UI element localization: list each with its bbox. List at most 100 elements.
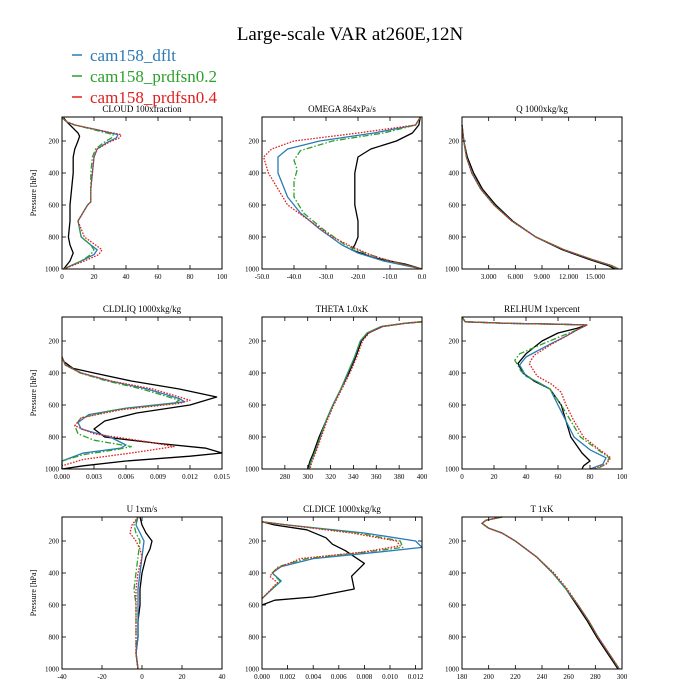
x-tick-label: 60 [155, 273, 163, 281]
series-line-cam158_prdfsn0.4 [461, 124, 619, 270]
x-tick-label: 80 [587, 473, 595, 481]
x-tick-label: 0.015 [214, 473, 230, 481]
series-line-cam158_dflt [461, 316, 607, 470]
x-tick-label: 20 [91, 273, 99, 281]
y-tick-label: 200 [449, 138, 460, 146]
y-tick-label: 800 [49, 634, 60, 642]
series-line-cam158_dflt [481, 516, 620, 670]
x-tick-label: -30.0 [319, 273, 334, 281]
x-tick-label: 9.000 [534, 273, 550, 281]
x-tick-label: 15.000 [586, 273, 606, 281]
legend-label: cam158_dflt [90, 46, 176, 65]
y-tick-label: 800 [249, 634, 260, 642]
panel-title: T 1xK [530, 504, 554, 514]
x-tick-label: -40 [57, 673, 67, 681]
series-line-reference [61, 356, 223, 470]
x-tick-label: 20 [491, 473, 499, 481]
y-tick-label: 400 [449, 570, 460, 578]
x-tick-label: 0.008 [357, 673, 373, 681]
plot-frame [61, 516, 223, 670]
x-tick-label: 280 [280, 473, 291, 481]
y-tick-label: 1000 [445, 666, 460, 674]
x-tick-label: 400 [417, 473, 428, 481]
x-tick-label: 340 [348, 473, 359, 481]
y-tick-label: 200 [449, 538, 460, 546]
y-tick-label: 800 [449, 234, 460, 242]
x-tick-label: 200 [483, 673, 494, 681]
series-line-reference [461, 316, 591, 470]
x-tick-label: 0.002 [280, 673, 296, 681]
x-tick-label: 40 [219, 673, 227, 681]
x-tick-label: 100 [217, 273, 228, 281]
y-axis-label: Pressure [hPa] [29, 569, 38, 616]
x-tick-label: 0 [460, 473, 464, 481]
panel-title: CLDICE 1000xkg/kg [303, 504, 381, 514]
plot-frame [261, 516, 423, 670]
x-tick-label: 240 [537, 673, 548, 681]
series-line-cam158_dflt [461, 124, 619, 270]
series-line-reference [63, 117, 81, 270]
series-line-cam158_prdfsn0.2 [461, 316, 610, 470]
series-line-cam158_prdfsn0.2 [261, 521, 404, 600]
y-tick-label: 200 [49, 138, 60, 146]
y-tick-label: 200 [249, 338, 260, 346]
x-tick-label: 180 [457, 673, 468, 681]
y-tick-label: 400 [49, 370, 60, 378]
x-tick-label: -50.0 [255, 273, 270, 281]
plot-frame [61, 316, 223, 470]
panel-title: RELHUM 1xpercent [504, 304, 580, 314]
chart-panel: 3.000 6.000 9.000 12.000 15.000 200 400 600 800 1… [445, 104, 623, 281]
series-line-cam158_prdfsn0.2 [61, 356, 180, 469]
y-tick-label: 800 [249, 234, 260, 242]
x-tick-label: 0.012 [408, 673, 424, 681]
figure-title: Large-scale VAR at260E,12N [237, 24, 464, 45]
panel-title: Q 1000xkg/kg [516, 104, 568, 114]
y-tick-label: 800 [49, 234, 60, 242]
y-tick-label: 600 [49, 202, 60, 210]
panel-title: U 1xm/s [127, 504, 158, 514]
y-tick-label: 400 [249, 170, 260, 178]
panel-title: THETA 1.0xK [316, 304, 369, 314]
chart-panel: 0 20 40 60 80 100 200 400 600 800 1000 RELHUM 1xper… [445, 304, 628, 481]
x-tick-label: 0.0 [418, 273, 427, 281]
y-tick-label: 200 [49, 338, 60, 346]
series-line-cam158_dflt [277, 116, 423, 270]
y-tick-label: 400 [249, 570, 260, 578]
legend-entry: cam158_prdfsn0.4 [72, 88, 218, 107]
panel-title: CLDLIQ 1000xkg/kg [103, 304, 182, 314]
x-tick-label: 0.012 [182, 473, 198, 481]
plot-frame [261, 316, 423, 470]
y-tick-label: 1000 [45, 266, 60, 274]
y-tick-label: 600 [249, 402, 260, 410]
y-tick-label: 1000 [245, 266, 260, 274]
y-tick-label: 600 [249, 202, 260, 210]
series-line-reference [481, 516, 619, 670]
legend: cam158_dflt cam158_prdfsn0.2 cam158_prdf… [72, 46, 218, 107]
y-tick-label: 600 [449, 602, 460, 610]
series-line-reference [350, 116, 423, 270]
x-tick-label: 40 [523, 473, 531, 481]
series-line-cam158_dflt [61, 356, 186, 469]
series-line-cam158_prdfsn0.2 [308, 321, 423, 470]
x-tick-label: 3.000 [481, 273, 497, 281]
legend-entry: cam158_dflt [72, 46, 176, 65]
x-tick-label: 20 [179, 673, 187, 681]
x-tick-label: 0 [140, 673, 144, 681]
x-tick-label: 6.000 [507, 273, 523, 281]
x-tick-label: 12.000 [559, 273, 579, 281]
y-tick-label: 400 [249, 370, 260, 378]
y-tick-label: 800 [449, 434, 460, 442]
series-line-cam158_dflt [135, 516, 145, 670]
series-line-cam158_prdfsn0.2 [61, 117, 114, 270]
y-tick-label: 800 [249, 434, 260, 442]
y-tick-label: 200 [249, 138, 260, 146]
y-tick-label: 200 [449, 338, 460, 346]
x-tick-label: -20 [97, 673, 107, 681]
plot-frame [461, 316, 623, 470]
legend-label: cam158_prdfsn0.4 [90, 88, 218, 107]
x-tick-label: -40.0 [287, 273, 302, 281]
series-line-cam158_prdfsn0.4 [481, 516, 620, 670]
y-tick-label: 200 [49, 538, 60, 546]
plot-frame [461, 516, 623, 670]
